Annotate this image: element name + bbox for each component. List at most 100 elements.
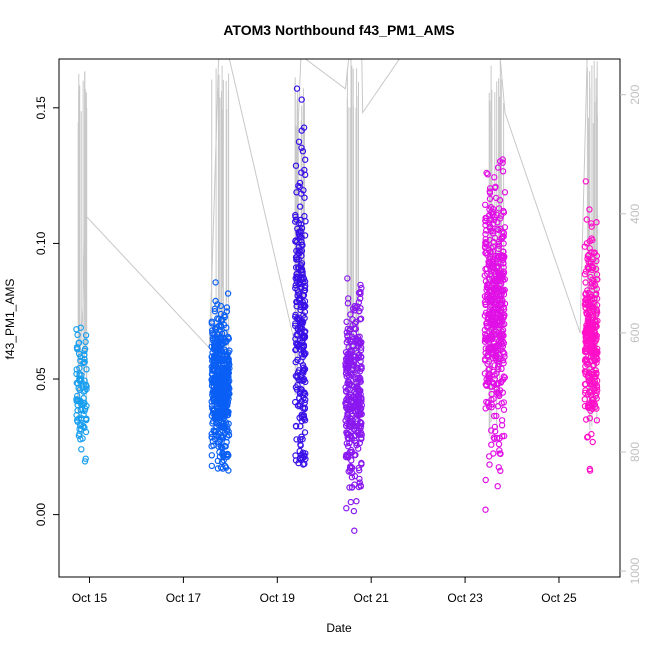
data-point [584, 298, 591, 306]
data-point [220, 360, 228, 367]
data-point [483, 169, 490, 177]
data-point [358, 459, 365, 467]
data-point [344, 300, 352, 307]
data-point [482, 265, 489, 273]
data-point [297, 385, 304, 392]
data-point [584, 252, 592, 260]
altitude-trace [75, 59, 598, 440]
data-point [342, 399, 349, 407]
data-point [485, 311, 493, 319]
data-point [493, 386, 500, 393]
data-point [298, 260, 306, 267]
data-point [211, 308, 219, 315]
data-point [81, 424, 88, 431]
y-tick-label: 0.15 [34, 96, 48, 120]
data-point [493, 412, 500, 420]
data-point [593, 384, 601, 391]
data-point [588, 283, 595, 290]
data-point [486, 328, 493, 335]
data-point [498, 422, 506, 429]
data-point [501, 311, 508, 319]
data-point [218, 443, 225, 450]
data-point [482, 235, 489, 243]
data-point [486, 461, 493, 468]
data-point [493, 434, 501, 442]
data-point [293, 85, 301, 92]
data-point [499, 338, 507, 345]
data-point [343, 318, 350, 325]
data-point [494, 483, 501, 490]
data-point [293, 271, 300, 278]
data-point [298, 224, 306, 232]
data-point [210, 367, 217, 374]
right-tick-label: 400 [628, 203, 642, 223]
right-tick-label: 600 [628, 323, 642, 343]
data-point [343, 373, 350, 380]
data-point [223, 408, 230, 415]
data-point [83, 416, 90, 424]
data-point [295, 138, 303, 145]
data-point [212, 297, 219, 305]
data-point [496, 447, 503, 454]
data-point [586, 245, 593, 252]
data-point [342, 349, 350, 356]
data-point [82, 455, 89, 462]
data-point [212, 279, 219, 286]
data-point [300, 412, 307, 419]
data-point [586, 346, 593, 353]
data-point [584, 255, 591, 262]
data-point [482, 405, 489, 412]
data-point [482, 201, 489, 208]
data-point [581, 381, 589, 388]
data-point [220, 452, 227, 460]
data-point [297, 441, 304, 448]
data-point [483, 381, 490, 389]
data-point [76, 377, 83, 384]
data-point [298, 267, 306, 274]
data-point [215, 378, 222, 385]
data-point [495, 254, 503, 261]
data-point [221, 336, 228, 343]
data-point [208, 320, 215, 327]
data-point [493, 277, 501, 285]
data-point [485, 403, 493, 411]
series-points [208, 279, 233, 474]
data-point [298, 351, 305, 358]
data-point [298, 241, 305, 248]
data-point [217, 310, 225, 318]
right-tick-label: 800 [628, 442, 642, 462]
data-point [358, 284, 365, 292]
data-point [293, 436, 300, 443]
chart-title: ATOM3 Northbound f43_PM1_AMS [223, 22, 454, 38]
data-point [209, 394, 217, 402]
data-point [296, 401, 304, 408]
data-point [482, 243, 489, 250]
data-point [292, 218, 299, 225]
data-point [214, 315, 221, 322]
series-points [481, 156, 509, 513]
data-point [488, 427, 495, 434]
data-point [354, 418, 361, 425]
y-axis: 0.00 0.05 0.10 0.15 [34, 96, 59, 526]
data-point [498, 271, 505, 278]
data-point [295, 182, 302, 190]
data-point [582, 290, 590, 297]
data-point [81, 356, 88, 363]
data-point [590, 306, 597, 313]
data-point [500, 260, 507, 267]
data-point [500, 360, 507, 367]
data-point [588, 430, 595, 438]
data-point [351, 452, 358, 459]
data-point [589, 438, 596, 446]
data-point [497, 277, 504, 285]
data-point [486, 287, 493, 294]
data-point [486, 225, 494, 232]
data-point [351, 432, 359, 439]
data-point [346, 484, 353, 491]
data-point [482, 301, 489, 308]
data-point [488, 282, 495, 289]
data-point [296, 342, 303, 349]
data-point [302, 218, 309, 225]
data-point [293, 254, 300, 261]
data-point [78, 446, 85, 453]
